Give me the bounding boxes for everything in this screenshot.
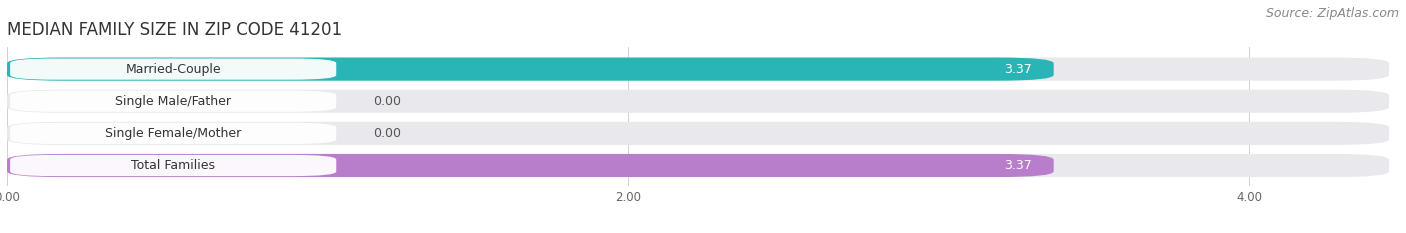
FancyBboxPatch shape (10, 91, 336, 112)
Text: Single Male/Father: Single Male/Father (115, 95, 231, 108)
Text: MEDIAN FAMILY SIZE IN ZIP CODE 41201: MEDIAN FAMILY SIZE IN ZIP CODE 41201 (7, 21, 342, 39)
FancyBboxPatch shape (7, 58, 1389, 81)
FancyBboxPatch shape (7, 58, 1053, 81)
FancyBboxPatch shape (7, 122, 1389, 145)
Text: Source: ZipAtlas.com: Source: ZipAtlas.com (1265, 7, 1399, 20)
FancyBboxPatch shape (10, 123, 336, 144)
FancyBboxPatch shape (7, 90, 1389, 113)
FancyBboxPatch shape (10, 58, 336, 80)
Text: Single Female/Mother: Single Female/Mother (105, 127, 242, 140)
Text: 0.00: 0.00 (374, 127, 402, 140)
Text: 3.37: 3.37 (1004, 63, 1032, 75)
FancyBboxPatch shape (7, 154, 1053, 177)
Text: Total Families: Total Families (131, 159, 215, 172)
FancyBboxPatch shape (7, 154, 1389, 177)
Text: Married-Couple: Married-Couple (125, 63, 221, 75)
Text: 3.37: 3.37 (1004, 159, 1032, 172)
Text: 0.00: 0.00 (374, 95, 402, 108)
FancyBboxPatch shape (10, 155, 336, 176)
